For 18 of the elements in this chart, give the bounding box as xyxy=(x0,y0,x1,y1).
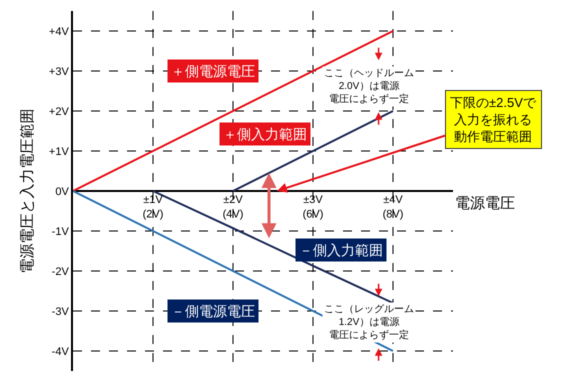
x-axis-title: 電源電圧 xyxy=(455,195,515,212)
series-label: ＋側入力範囲 xyxy=(223,126,307,142)
annotation: ここ（ヘッドルーム2.0V）は電源電圧によらず一定 xyxy=(324,68,414,105)
annotation: ここ（レッグルーム1.2V）は電源電圧によらず一定 xyxy=(324,304,414,341)
y-tick-label: -3V xyxy=(52,306,70,318)
annotation: 下限の±2.5Vで入力を振れる動作電圧範囲 xyxy=(450,95,537,144)
y-tick-label: -2V xyxy=(52,266,70,278)
y-axis-title: 電源電圧と入力電圧範囲 xyxy=(19,108,36,274)
y-tick-label: -4V xyxy=(52,346,70,358)
y-tick-label: +2V xyxy=(48,106,70,118)
y-tick-label: +1V xyxy=(48,146,70,158)
series-label: －側入力範囲 xyxy=(299,242,383,258)
series-label: －側電源電圧 xyxy=(171,303,255,319)
y-tick-label: +4V xyxy=(48,26,70,38)
series-label: ＋側電源電圧 xyxy=(171,63,255,79)
y-tick-label: -1V xyxy=(52,226,70,238)
y-tick-label: +3V xyxy=(48,66,70,78)
y-tick-label: 0V xyxy=(55,186,70,198)
